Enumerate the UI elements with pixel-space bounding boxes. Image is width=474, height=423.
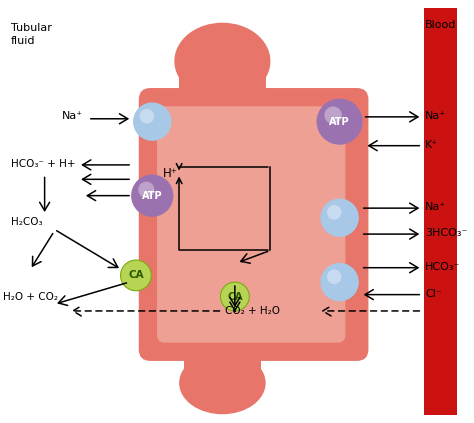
Circle shape	[138, 182, 155, 198]
Circle shape	[133, 102, 172, 141]
Text: CA: CA	[227, 291, 243, 302]
Circle shape	[324, 107, 342, 124]
Circle shape	[220, 282, 249, 311]
Text: CA: CA	[128, 270, 144, 280]
Text: Na⁺: Na⁺	[425, 202, 446, 212]
FancyBboxPatch shape	[179, 52, 265, 124]
Text: Cl⁻: Cl⁻	[425, 288, 442, 299]
Text: Na⁺: Na⁺	[62, 111, 83, 121]
Circle shape	[327, 269, 342, 284]
FancyBboxPatch shape	[157, 106, 346, 343]
Circle shape	[320, 263, 359, 301]
Circle shape	[120, 260, 151, 291]
Text: ATP: ATP	[142, 191, 163, 201]
FancyBboxPatch shape	[139, 88, 368, 361]
Ellipse shape	[179, 352, 265, 414]
Text: H⁺: H⁺	[163, 167, 178, 180]
Circle shape	[131, 175, 173, 217]
Text: Blood: Blood	[425, 20, 456, 30]
Text: HCO₃⁻ + H+: HCO₃⁻ + H+	[11, 159, 75, 169]
Circle shape	[139, 109, 154, 124]
Text: K⁺: K⁺	[425, 140, 438, 150]
Text: ATP: ATP	[329, 117, 350, 126]
FancyBboxPatch shape	[184, 345, 261, 393]
Text: Tubular
fluid: Tubular fluid	[11, 23, 52, 46]
Text: CO₂ + H₂O: CO₂ + H₂O	[225, 306, 280, 316]
Circle shape	[327, 205, 342, 220]
Bar	[424, 8, 457, 415]
Circle shape	[317, 99, 363, 145]
Text: H₂O + CO₂: H₂O + CO₂	[3, 291, 58, 302]
Text: HCO₃⁻: HCO₃⁻	[425, 262, 461, 272]
Text: 3HCO₃⁻: 3HCO₃⁻	[425, 228, 467, 238]
Ellipse shape	[174, 23, 271, 99]
Text: H₂CO₃: H₂CO₃	[11, 217, 43, 227]
Circle shape	[320, 198, 359, 237]
Text: Na⁺: Na⁺	[425, 111, 446, 121]
